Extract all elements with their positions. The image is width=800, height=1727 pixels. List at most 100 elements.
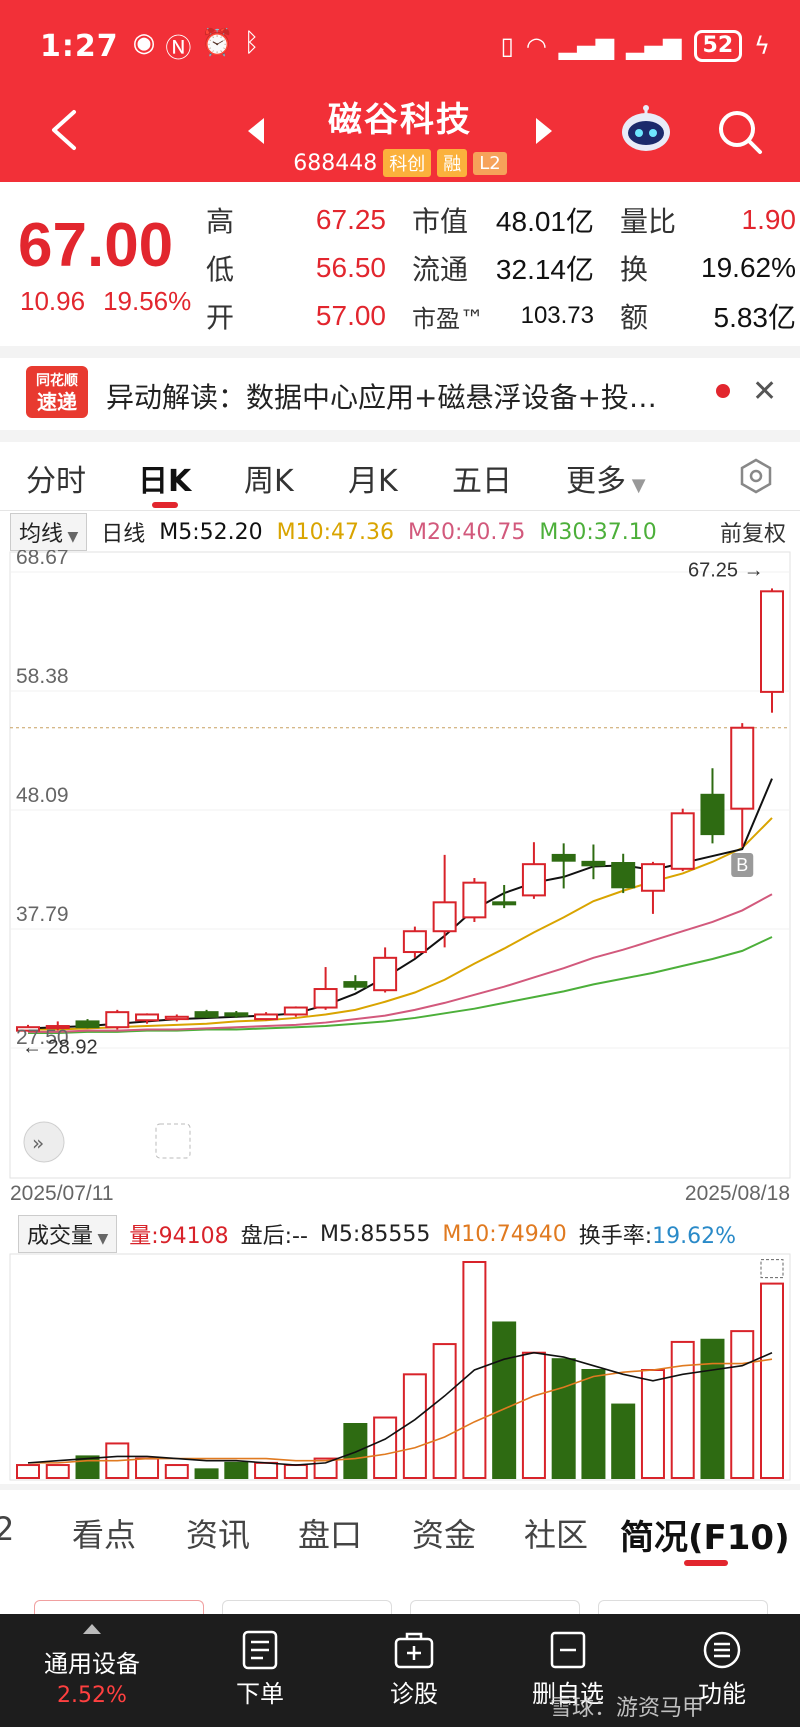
y-tick-label: 68.67 xyxy=(16,550,69,569)
candle-body xyxy=(75,1020,100,1029)
volume-selector[interactable]: 成交量 ▼ xyxy=(18,1215,118,1253)
tab-fenshi[interactable]: 分时 xyxy=(26,464,86,499)
close-icon[interactable]: ✕ xyxy=(752,374,778,409)
crop-icon xyxy=(155,1123,191,1159)
tab-order-book[interactable]: 盘口 xyxy=(298,1516,363,1554)
min-price-label: ← 28.92 xyxy=(22,1037,98,1059)
content-tabs: 2 看点 资讯 盘口 资金 社区 简况(F10) xyxy=(0,1490,800,1570)
volume-bar xyxy=(402,1373,427,1479)
ma-selector[interactable]: 均线 ▼ xyxy=(10,513,88,551)
y-tick-label: 48.09 xyxy=(16,784,69,807)
bottom-nav: 通用设备 2.52% 下单 诊股 删自选 xyxy=(0,1614,800,1727)
next-stock-icon[interactable] xyxy=(536,118,552,144)
after-hours-value: 盘后:-- xyxy=(240,1224,308,1249)
tab-funds[interactable]: 资金 xyxy=(412,1516,477,1554)
ma30-value: M30:37.10 xyxy=(539,519,657,545)
label-market-cap: 市值 xyxy=(412,205,469,238)
volume-ma10-line xyxy=(28,1358,773,1464)
separator-2 xyxy=(0,430,800,442)
candle-body xyxy=(551,853,576,862)
label-float-cap: 流通 xyxy=(412,253,469,286)
tab-community[interactable]: 社区 xyxy=(524,1516,589,1554)
ma-selector-label: 均线 xyxy=(19,522,64,547)
tab-partial[interactable]: 2 xyxy=(0,1510,15,1548)
candle-body xyxy=(343,981,368,988)
back-arrow-icon[interactable] xyxy=(46,108,82,152)
candlestick-chart[interactable]: 68.67 58.38 48.09 37.79 27.50 67.25 → ← 28.92 B… xyxy=(0,550,800,1200)
quote-col-1: 高 67.25 低 56.50 开 57.00 xyxy=(206,196,386,340)
content-card-1[interactable] xyxy=(34,1600,204,1620)
content-card-3[interactable] xyxy=(410,1600,580,1620)
banner-text[interactable]: 异动解读：数据中心应用+磁悬浮设备+投… xyxy=(106,381,657,414)
nav-device-sector[interactable]: 通用设备 2.52% xyxy=(32,1624,152,1708)
value-amount: 5.83亿 xyxy=(713,302,797,333)
content-card-2[interactable] xyxy=(222,1600,392,1620)
tonghuashun-logo: 同花顺 速递 xyxy=(26,366,88,418)
tab-more-label: 更多 xyxy=(566,464,626,499)
robot-assistant-icon[interactable] xyxy=(618,104,674,154)
tab-weekly-k[interactable]: 周K xyxy=(244,464,294,499)
bluetooth-icon: ᛒ xyxy=(243,27,260,58)
remove-square-icon xyxy=(550,1631,586,1669)
candle-body xyxy=(462,881,487,919)
tab-daily-k[interactable]: 日K xyxy=(138,464,192,499)
tab-highlights[interactable]: 看点 xyxy=(72,1516,137,1554)
candle-body xyxy=(164,1015,189,1021)
stock-subline: 688448 科创 融 L2 xyxy=(0,149,800,177)
volume-bar xyxy=(254,1461,279,1480)
adjust-mode[interactable]: 前复权 xyxy=(719,522,786,547)
turnover-label-text: 换手率: xyxy=(578,1224,653,1249)
ma30-line xyxy=(28,936,773,1034)
period-tabs: 分时 日K 周K 月K 五日 更多 ▼ xyxy=(0,450,800,508)
volume-bar xyxy=(700,1338,725,1480)
tab-f10-profile[interactable]: 简况(F10) xyxy=(620,1518,790,1558)
candle-body xyxy=(581,860,606,867)
candle-body xyxy=(135,1013,160,1022)
content-card-4[interactable] xyxy=(598,1600,768,1620)
candle-body xyxy=(194,1011,219,1018)
volume-legend: 成交量 ▼ 量:94108 盘后:-- M5:85555 M10:74940 换… xyxy=(0,1215,800,1253)
nav-diagnose[interactable]: 诊股 xyxy=(354,1630,474,1709)
volume-frame xyxy=(9,1253,791,1481)
volume-bar xyxy=(492,1321,517,1480)
watermark-text: 雪球：游资马甲 xyxy=(550,1696,705,1721)
nfc-icon: Ⓝ xyxy=(165,33,192,64)
label-volume-ratio: 量比 xyxy=(620,205,677,238)
chart-frame xyxy=(9,551,791,1179)
nav-functions[interactable]: 功能 xyxy=(662,1630,782,1709)
volume-ma5-line xyxy=(27,1351,773,1466)
ma20-line xyxy=(28,893,773,1033)
candle-body xyxy=(432,901,457,933)
prev-stock-icon[interactable] xyxy=(248,118,264,144)
content-cards xyxy=(0,1590,800,1620)
tab-five-day[interactable]: 五日 xyxy=(452,464,512,499)
nav-order[interactable]: 下单 xyxy=(200,1630,320,1709)
divider xyxy=(0,510,800,511)
value-low: 56.50 xyxy=(315,252,386,283)
settings-hexagon-icon[interactable] xyxy=(738,458,774,494)
tab-more[interactable]: 更多 ▼ xyxy=(566,456,646,500)
candle-body xyxy=(492,901,517,906)
news-banner[interactable]: 同花顺 速递 异动解读：数据中心应用+磁悬浮设备+投… xyxy=(0,358,800,428)
buy-marker-text: B xyxy=(736,855,748,875)
volume-bar xyxy=(551,1358,576,1479)
volume-bar xyxy=(373,1416,398,1480)
stock-title: 磁谷科技 688448 科创 融 L2 xyxy=(0,92,800,177)
search-icon[interactable] xyxy=(716,108,764,156)
wifi-icon: ◠ xyxy=(525,32,547,60)
status-time: 1:27 xyxy=(40,28,119,64)
caret-down-icon: ▼ xyxy=(93,1231,109,1247)
ma-kind: 日线 xyxy=(101,522,146,547)
tab-monthly-k[interactable]: 月K xyxy=(348,464,398,499)
separator xyxy=(0,346,800,358)
tab-news[interactable]: 资讯 xyxy=(186,1516,251,1554)
volume-bar xyxy=(135,1457,160,1479)
ma-legend: 均线 ▼ 日线 M5:52.20 M10:47.36 M20:40.75 M30… xyxy=(0,513,800,551)
x-start-label: 2025/07/11 xyxy=(10,1182,114,1200)
candle-body xyxy=(402,930,427,954)
change-amount: 10.96 xyxy=(20,286,86,316)
nav-remove-watchlist[interactable]: 删自选 xyxy=(508,1630,628,1709)
signal-icon-2: ▂▄▆ xyxy=(626,32,682,60)
volume-bar xyxy=(224,1461,249,1480)
volume-chart[interactable] xyxy=(0,1252,800,1484)
